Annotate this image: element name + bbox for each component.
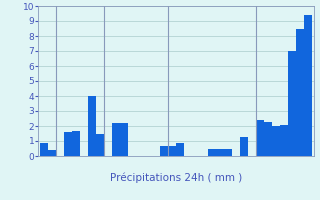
Bar	[304, 15, 312, 156]
Bar	[240, 136, 248, 156]
Bar	[264, 121, 272, 156]
Bar	[256, 120, 264, 156]
Bar	[72, 130, 80, 156]
Bar	[224, 148, 232, 156]
Bar	[88, 96, 96, 156]
Bar	[96, 134, 104, 156]
Bar	[48, 150, 56, 156]
Bar	[64, 132, 72, 156]
X-axis label: Précipitations 24h ( mm ): Précipitations 24h ( mm )	[110, 173, 242, 183]
Bar	[176, 142, 184, 156]
Bar	[216, 148, 224, 156]
Bar	[280, 124, 288, 156]
Bar	[296, 28, 304, 156]
Bar	[120, 123, 128, 156]
Bar	[168, 146, 176, 156]
Bar	[40, 142, 48, 156]
Bar	[288, 51, 296, 156]
Bar	[160, 146, 168, 156]
Bar	[208, 148, 216, 156]
Bar	[112, 123, 120, 156]
Bar	[272, 126, 280, 156]
